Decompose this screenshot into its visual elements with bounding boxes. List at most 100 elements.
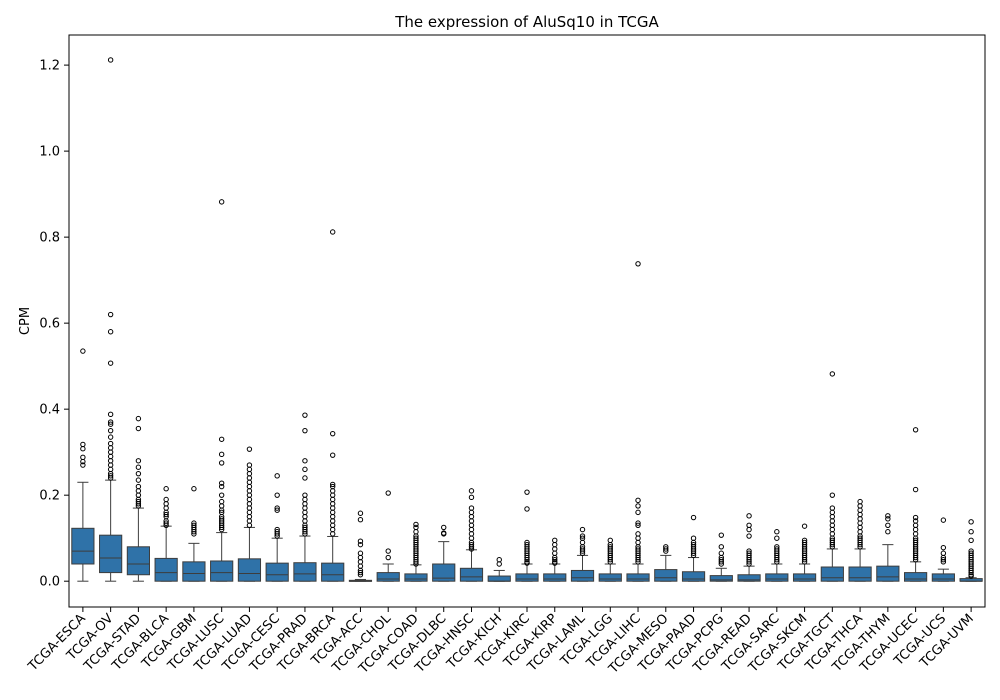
outlier-point bbox=[468, 488, 475, 494]
outlier-point bbox=[718, 550, 725, 556]
y-tick-label: 0.2 bbox=[39, 489, 60, 504]
outlier-point bbox=[246, 513, 253, 520]
outlier-point bbox=[968, 529, 974, 535]
outlier-point bbox=[246, 522, 253, 528]
outlier-point bbox=[635, 261, 641, 267]
outlier-point bbox=[552, 546, 558, 552]
outlier-point bbox=[718, 561, 725, 567]
outlier-point bbox=[579, 526, 586, 533]
outlier-point bbox=[246, 501, 253, 507]
outlier-point bbox=[524, 556, 530, 563]
outlier-point bbox=[940, 550, 947, 556]
outlier-point bbox=[968, 537, 974, 544]
outlier-point bbox=[302, 475, 308, 481]
outlier-point bbox=[912, 514, 919, 521]
outlier-point bbox=[413, 529, 419, 535]
outlier-point bbox=[385, 554, 391, 561]
outlier-point bbox=[274, 507, 280, 513]
box bbox=[99, 534, 123, 574]
outlier-point bbox=[607, 537, 613, 544]
outlier-point bbox=[218, 524, 225, 531]
outlier-point bbox=[774, 535, 780, 541]
outlier-point bbox=[218, 483, 225, 490]
outlier-point bbox=[468, 513, 475, 520]
box bbox=[626, 573, 650, 582]
outlier-point bbox=[107, 427, 114, 434]
plot-area: 0.00.20.40.60.81.01.2TCGA-ESCATCGA-OVTCG… bbox=[25, 57, 983, 677]
outlier-point bbox=[107, 453, 114, 460]
outlier-point bbox=[746, 522, 752, 528]
outlier-point bbox=[746, 533, 752, 539]
outlier-point bbox=[107, 445, 114, 451]
outlier-point bbox=[302, 513, 308, 520]
outlier-point bbox=[746, 513, 752, 519]
outlier-point bbox=[357, 572, 364, 578]
outlier-point bbox=[302, 466, 308, 473]
outlier-point bbox=[912, 554, 919, 561]
outlier-point bbox=[829, 544, 836, 550]
outlier-point bbox=[357, 516, 364, 523]
outlier-point bbox=[163, 511, 169, 518]
outlier-point bbox=[413, 521, 419, 528]
outlier-point bbox=[857, 529, 863, 535]
outlier-point bbox=[829, 509, 836, 516]
outlier-point bbox=[302, 509, 308, 516]
outlier-point bbox=[912, 522, 919, 528]
outlier-point bbox=[829, 371, 836, 377]
outlier-point bbox=[274, 492, 280, 498]
outlier-point bbox=[912, 531, 919, 537]
outlier-point bbox=[329, 492, 336, 498]
box bbox=[126, 546, 150, 576]
box bbox=[459, 567, 484, 582]
outlier-point bbox=[468, 546, 475, 552]
y-tick-label: 0.0 bbox=[39, 575, 60, 590]
box bbox=[376, 572, 400, 582]
outlier-point bbox=[579, 548, 586, 554]
outlier-point bbox=[163, 520, 169, 526]
outlier-point bbox=[329, 481, 336, 488]
outlier-point bbox=[329, 229, 336, 235]
box bbox=[876, 565, 900, 582]
y-axis-label: CPM bbox=[18, 307, 33, 335]
outlier-point bbox=[718, 532, 725, 538]
outlier-point bbox=[579, 539, 586, 546]
outlier-point bbox=[468, 518, 475, 524]
outlier-point bbox=[857, 544, 863, 550]
box bbox=[931, 573, 955, 582]
box bbox=[792, 573, 817, 582]
outlier-point bbox=[912, 526, 919, 533]
outlier-point bbox=[829, 541, 836, 548]
outlier-point bbox=[218, 460, 225, 466]
outlier-point bbox=[135, 488, 142, 494]
outlier-point bbox=[191, 529, 197, 535]
outlier-point bbox=[468, 522, 475, 528]
box bbox=[709, 575, 733, 582]
chart-title: The expression of AluSq10 in TCGA bbox=[394, 13, 659, 31]
outlier-point bbox=[329, 452, 336, 458]
outlier-point bbox=[579, 533, 586, 539]
outlier-point bbox=[218, 480, 225, 486]
outlier-point bbox=[80, 441, 86, 448]
outlier-point bbox=[107, 57, 114, 63]
outlier-point bbox=[857, 520, 863, 526]
outlier-point bbox=[635, 509, 641, 516]
outlier-point bbox=[718, 544, 725, 550]
outlier-point bbox=[246, 483, 253, 490]
outlier-point bbox=[218, 436, 225, 442]
outlier-point bbox=[135, 477, 142, 483]
outlier-point bbox=[302, 427, 308, 434]
outlier-point bbox=[746, 561, 752, 567]
outlier-point bbox=[357, 541, 364, 548]
outlier-point bbox=[690, 535, 697, 541]
outlier-point bbox=[80, 458, 86, 465]
box bbox=[154, 557, 178, 582]
outlier-point bbox=[635, 559, 641, 565]
box bbox=[570, 569, 595, 582]
outlier-point bbox=[135, 415, 142, 422]
outlier-point bbox=[746, 526, 752, 533]
box bbox=[515, 573, 539, 582]
outlier-point bbox=[135, 458, 142, 464]
outlier-point bbox=[107, 473, 114, 479]
outlier-point bbox=[302, 501, 308, 507]
outlier-point bbox=[468, 531, 475, 537]
